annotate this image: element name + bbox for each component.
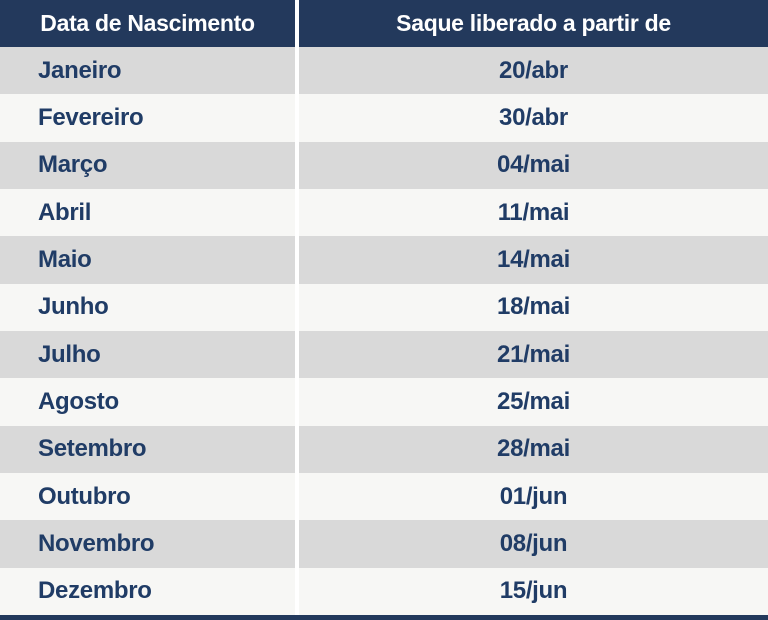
column-divider: [295, 94, 299, 142]
month-cell: Dezembro: [38, 577, 152, 605]
table-row: Novembro 08/jun: [0, 520, 768, 568]
table-header: Data de Nascimento Saque liberado a part…: [0, 0, 768, 47]
month-cell: Setembro: [38, 435, 147, 463]
column-divider: [295, 141, 299, 189]
month-cell: Outubro: [38, 482, 131, 510]
table-row: Outubro 01/jun: [0, 472, 768, 521]
table-row: Janeiro 20/abr: [0, 47, 768, 95]
date-cell: 25/mai: [497, 387, 570, 415]
column-divider: [295, 283, 299, 331]
date-cell: 11/mai: [497, 198, 570, 226]
header-cell-birth-month: Data de Nascimento: [40, 10, 255, 36]
column-divider: [295, 472, 299, 521]
table-row: Junho 18/mai: [0, 283, 768, 331]
date-cell: 01/jun: [499, 482, 568, 510]
month-cell: Maio: [38, 245, 92, 273]
table-row: Fevereiro 30/abr: [0, 94, 768, 142]
column-divider: [295, 378, 299, 426]
month-cell: Junho: [38, 293, 109, 321]
table-row: Agosto 25/mai: [0, 378, 768, 426]
column-divider: [295, 236, 299, 284]
column-divider: [295, 330, 299, 379]
date-cell: 28/mai: [497, 435, 570, 463]
date-cell: 15/jun: [499, 577, 568, 605]
column-divider: [295, 520, 299, 568]
table-body: Janeiro 20/abr Fevereiro 30/abr Março 04/mai A…: [0, 47, 768, 615]
month-cell: Março: [38, 151, 108, 179]
column-divider: [295, 0, 299, 47]
month-cell: Julho: [38, 340, 101, 368]
month-cell: Agosto: [38, 387, 119, 415]
date-cell: 04/mai: [497, 151, 570, 179]
table-row: Setembro 28/mai: [0, 425, 768, 473]
date-cell: 18/mai: [497, 293, 570, 321]
date-cell: 30/abr: [499, 103, 568, 131]
date-cell: 14/mai: [497, 245, 570, 273]
table-row: Dezembro 15/jun: [0, 567, 768, 615]
column-divider: [295, 188, 299, 237]
column-divider: [295, 47, 299, 95]
month-cell: Fevereiro: [38, 103, 144, 131]
table-row: Abril 11/mai: [0, 188, 768, 237]
date-cell: 08/jun: [499, 529, 568, 557]
column-divider: [295, 425, 299, 473]
table-row: Maio 14/mai: [0, 236, 768, 284]
month-cell: Janeiro: [38, 56, 122, 84]
month-cell: Novembro: [38, 529, 155, 557]
date-cell: 20/abr: [499, 56, 568, 84]
table-row: Julho 21/mai: [0, 330, 768, 379]
month-cell: Abril: [38, 198, 92, 226]
table-bottom-border: [0, 615, 768, 620]
table-row: Março 04/mai: [0, 141, 768, 189]
date-cell: 21/mai: [497, 340, 570, 368]
column-divider: [295, 567, 299, 615]
header-cell-release-date: Saque liberado a partir de: [396, 10, 671, 36]
